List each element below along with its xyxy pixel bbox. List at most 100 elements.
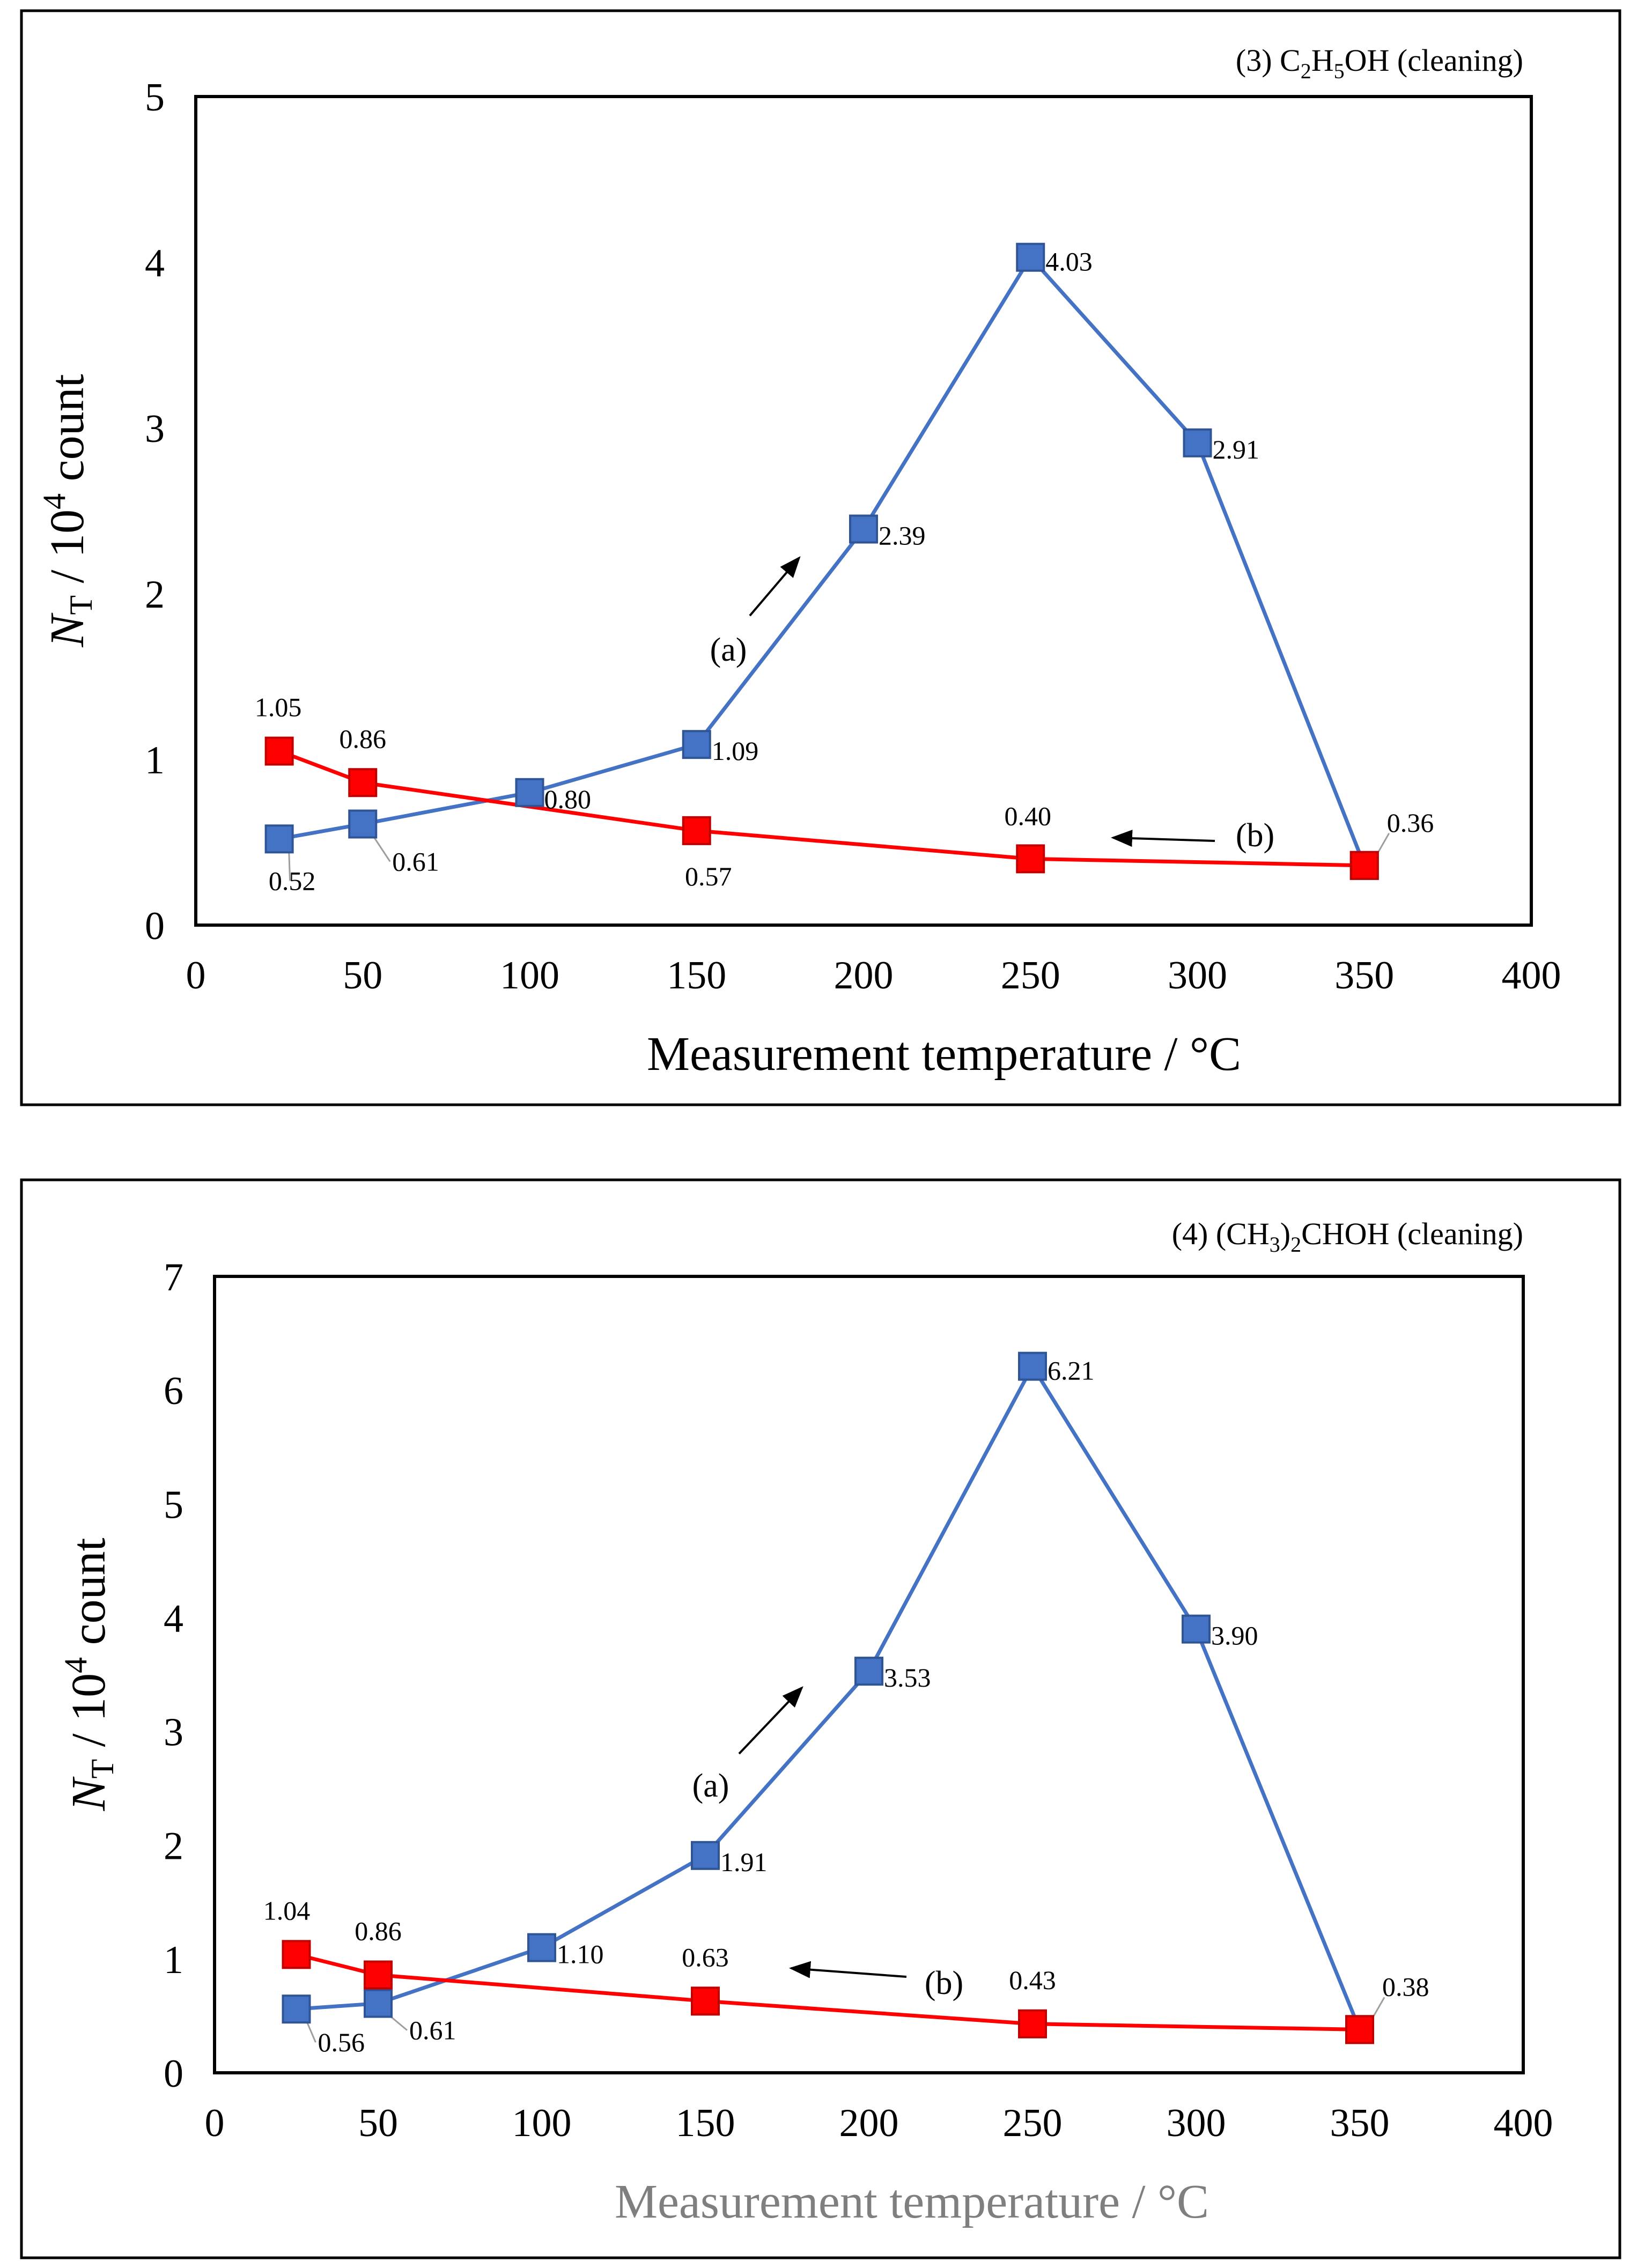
- series-a-point: [364, 1989, 393, 2018]
- x-tick-label: 300: [1167, 2101, 1226, 2145]
- series-a-point: [527, 1933, 556, 1962]
- series-markers: [282, 1351, 1374, 2044]
- data-label: 0.57: [685, 861, 732, 891]
- x-tick-label: 100: [512, 2101, 572, 2145]
- chart-panel-2: (4) (CH3)2CHOH (cleaning) 0 1 2 3 4 5 6 7 0 50 10…: [20, 1178, 1621, 2259]
- y-tick-label: 4: [145, 241, 165, 285]
- series-a-line: [278, 254, 1367, 867]
- data-label: 1.10: [557, 1939, 604, 1969]
- data-label: 1.05: [255, 692, 302, 722]
- data-label: 1.91: [720, 1847, 768, 1877]
- data-label: 0.36: [1387, 808, 1434, 838]
- series-b-point: [282, 1940, 311, 1969]
- leader-line: [371, 834, 391, 862]
- x-axis-title: Measurement temperature / °C: [647, 1028, 1241, 1081]
- x-tick-label: 250: [1003, 2101, 1063, 2145]
- annotation-b-arrow: [789, 1961, 907, 1978]
- series-a-point: [854, 1657, 883, 1686]
- data-label: 0.80: [544, 784, 592, 814]
- series-a-point: [1183, 428, 1212, 457]
- series-b-point: [1016, 844, 1045, 874]
- y-tick-label: 3: [145, 407, 165, 451]
- series-a-point: [348, 809, 378, 839]
- data-label: 1.04: [263, 1895, 311, 1925]
- data-labels: 0.52 0.61 0.80 1.09 2.39 4.03 2.91 1.05 0.86 0.57…: [255, 247, 1434, 896]
- chart-frame: [20, 1178, 1621, 2259]
- data-label: 0.43: [1009, 1965, 1056, 1995]
- series-b-point: [682, 816, 711, 845]
- data-label: 3.53: [884, 1663, 931, 1693]
- chart-frame: [20, 9, 1621, 1106]
- data-label: 0.86: [355, 1916, 402, 1946]
- x-tick-label: 350: [1330, 2101, 1390, 2145]
- y-tick-label: 7: [164, 1255, 183, 1299]
- annotation-b-label: (b): [1236, 817, 1274, 854]
- x-tick-label: 350: [1334, 954, 1394, 998]
- x-tick-labels: 0 50 100 150 200 250 300 350 400: [186, 954, 1561, 998]
- series-a-point: [515, 778, 544, 807]
- y-tick-labels: 0 1 2 3 4 5 6 7: [164, 1255, 183, 2096]
- series-a-point: [1018, 1351, 1047, 1381]
- data-label: 0.61: [409, 2015, 456, 2045]
- x-tick-label: 0: [186, 954, 206, 998]
- series-b-point: [348, 768, 378, 797]
- series-b-point: [691, 1986, 720, 2016]
- x-tick-label: 50: [343, 954, 382, 998]
- data-label: 0.86: [340, 723, 387, 753]
- series-b-point: [364, 1960, 393, 1990]
- annotation-b-label: (b): [925, 1965, 963, 2001]
- leader-line: [288, 849, 291, 881]
- y-tick-label: 3: [164, 1711, 183, 1755]
- series-a-point: [264, 824, 294, 854]
- annotation-a-arrow: [738, 1686, 803, 1755]
- data-label: 2.91: [1213, 434, 1260, 464]
- data-label: 0.56: [318, 2027, 365, 2057]
- y-tick-label: 4: [164, 1597, 183, 1641]
- annotation-a-arrow: [749, 556, 801, 617]
- data-label: 2.39: [879, 520, 926, 550]
- x-tick-label: 50: [358, 2101, 398, 2145]
- x-tick-label: 400: [1494, 2101, 1553, 2145]
- series-b-point: [264, 736, 294, 766]
- y-tick-label: 5: [145, 76, 165, 120]
- data-label: 0.61: [392, 847, 439, 877]
- data-label: 0.63: [682, 1942, 729, 1972]
- annotation-a-label: (a): [692, 1768, 729, 1804]
- x-axis-title: Measurement temperature / °C: [615, 2175, 1209, 2228]
- x-tick-label: 400: [1502, 954, 1561, 998]
- x-tick-labels: 0 50 100 150 200 250 300 350 400: [205, 2101, 1553, 2145]
- y-tick-label: 2: [164, 1824, 183, 1868]
- series-a-point: [282, 1994, 311, 2024]
- plot-area: [194, 95, 1533, 927]
- annotation-b-arrow: [1111, 830, 1215, 847]
- y-tick-label: 1: [164, 1938, 183, 1982]
- y-tick-label: 2: [145, 573, 165, 617]
- chart-title: (4) (CH3)2CHOH (cleaning): [1172, 1216, 1523, 1257]
- series-a-point: [1182, 1614, 1211, 1644]
- x-tick-label: 100: [500, 954, 559, 998]
- y-tick-label: 0: [164, 2052, 183, 2096]
- annotation-a-label: (a): [710, 632, 747, 668]
- series-b-point: [1018, 2009, 1047, 2038]
- series-a-line: [296, 1362, 1362, 2030]
- y-tick-labels: 0 1 2 3 4 5: [145, 76, 165, 948]
- data-label: 1.09: [712, 736, 759, 766]
- series-markers: [264, 242, 1379, 880]
- series-a-point: [1016, 242, 1045, 272]
- x-tick-label: 200: [839, 2101, 899, 2145]
- x-tick-label: 200: [834, 954, 894, 998]
- data-labels: 0.56 0.61 1.10 1.91 3.53 6.21 3.90 1.04 0.86 0.63…: [263, 1356, 1429, 2058]
- x-tick-label: 150: [667, 954, 726, 998]
- x-tick-label: 300: [1168, 954, 1227, 998]
- y-axis-title: NT / 104 count: [36, 374, 99, 647]
- y-tick-label: 5: [164, 1483, 183, 1527]
- chart-panel-1: (3) C2H5OH (cleaning) 0 1 2 3 4 5 0 50 100 150 20…: [20, 9, 1621, 1106]
- series-a-point: [682, 730, 711, 759]
- x-tick-label: 250: [1001, 954, 1060, 998]
- series-b-point: [1349, 851, 1379, 880]
- data-label: 0.38: [1382, 1971, 1429, 2001]
- chart-title: (3) C2H5OH (cleaning): [1236, 43, 1523, 83]
- data-label: 0.40: [1005, 801, 1052, 831]
- y-tick-label: 1: [145, 738, 165, 782]
